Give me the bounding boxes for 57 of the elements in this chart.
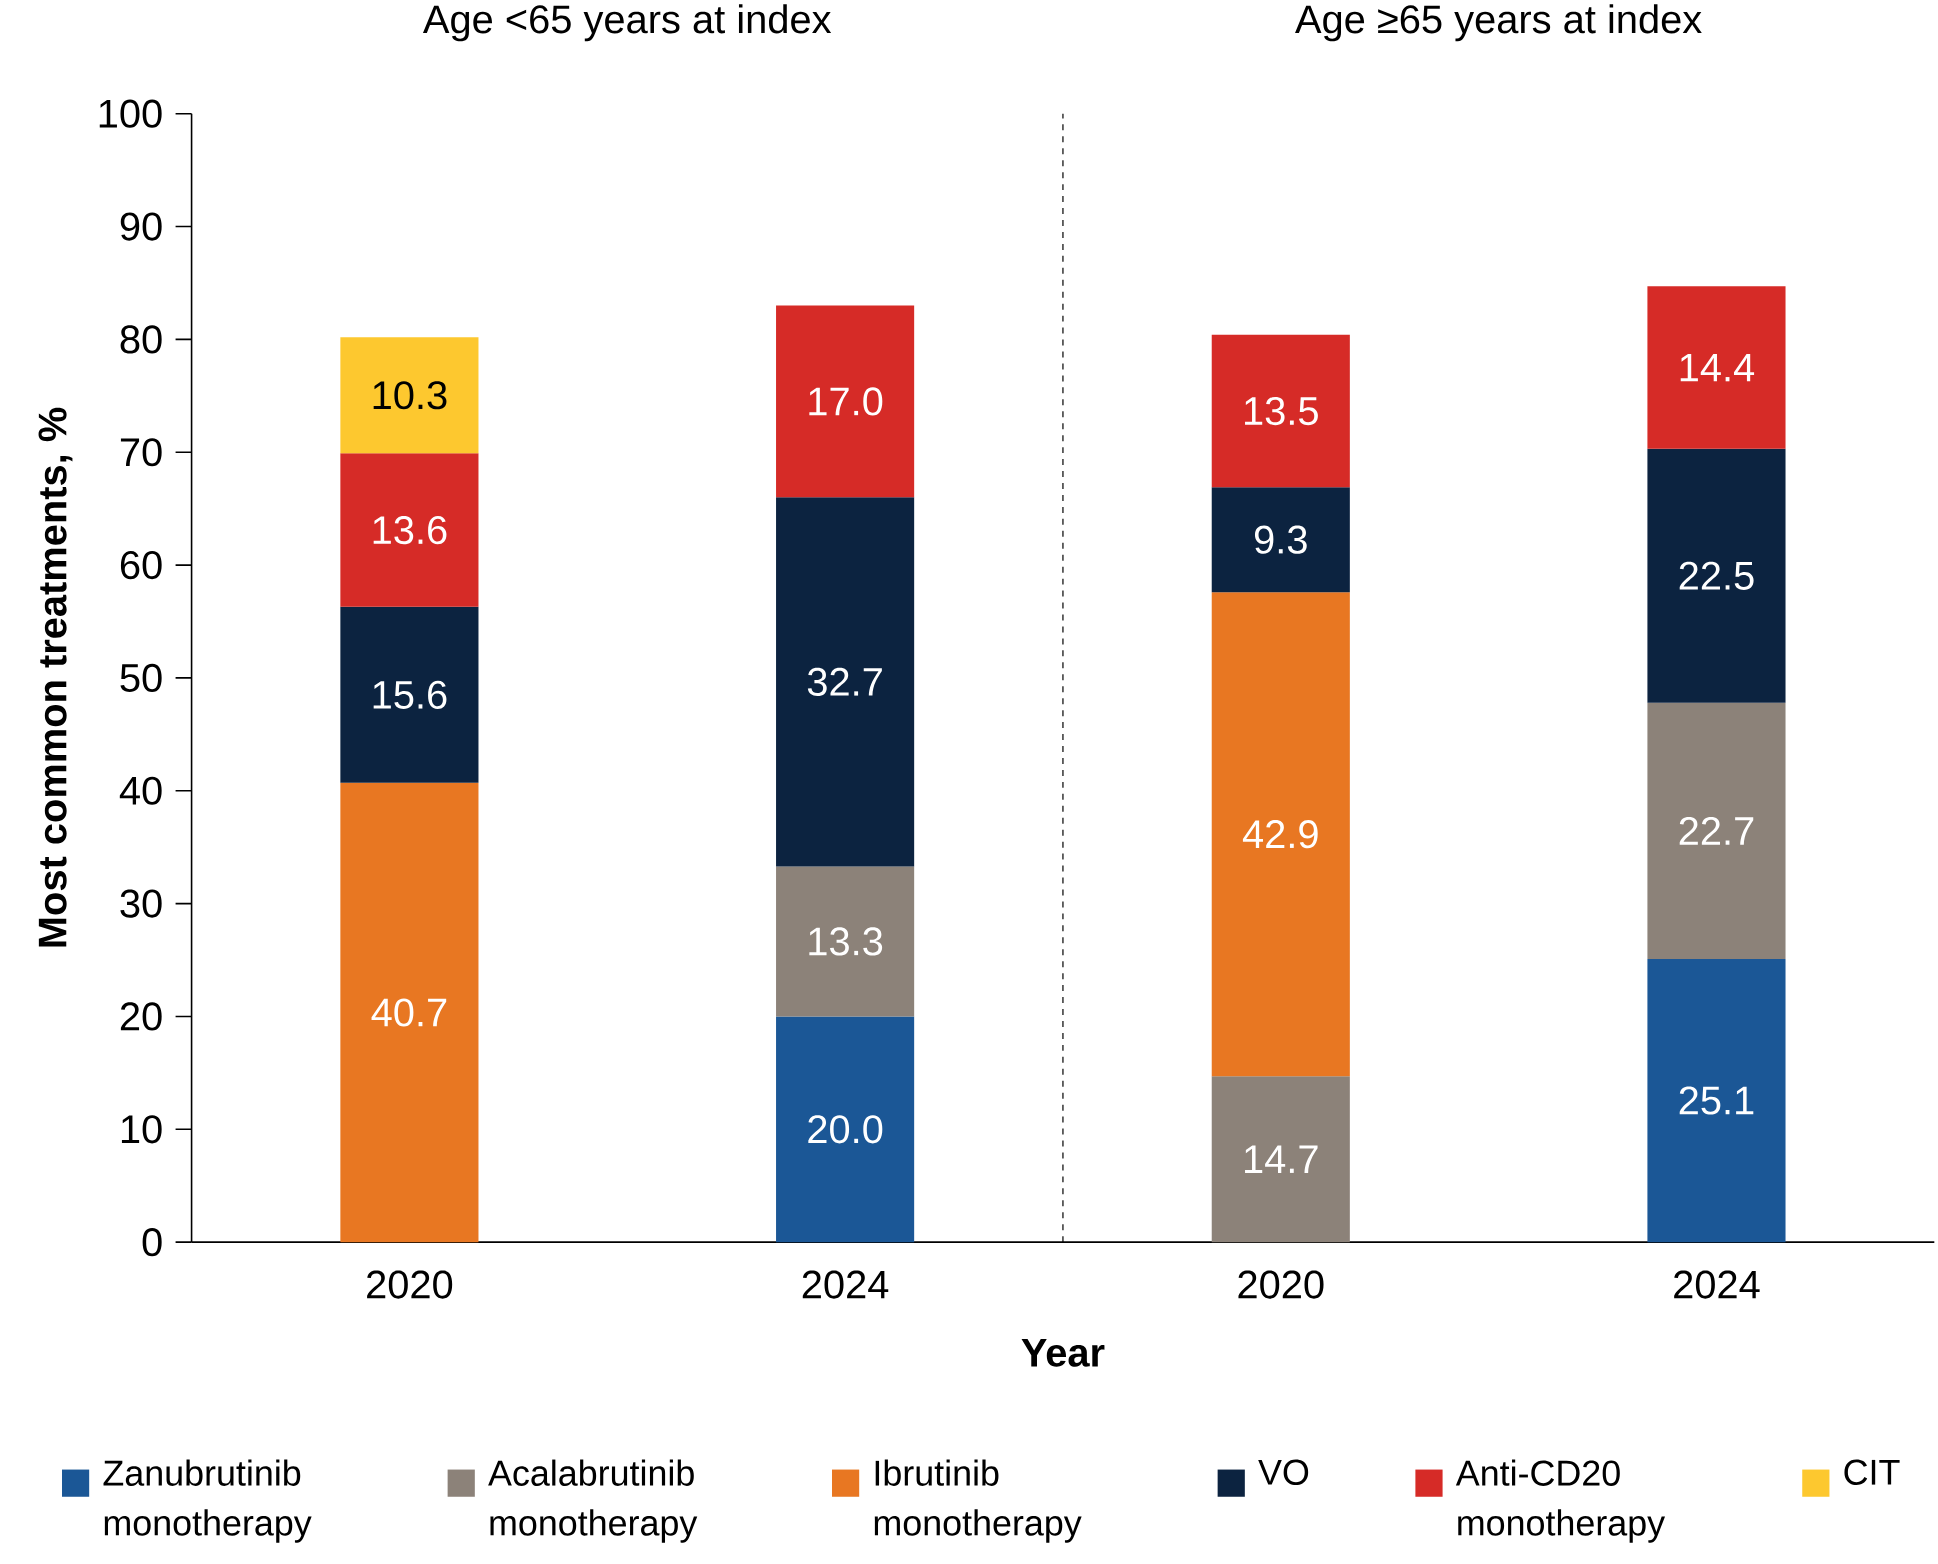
y-tick-label: 10 bbox=[121, 1115, 162, 1144]
data-label: 42.9 bbox=[1242, 820, 1318, 849]
data-label: 20.0 bbox=[808, 1115, 883, 1144]
data-label: 10.3 bbox=[373, 381, 447, 410]
bar bbox=[1211, 592, 1350, 1077]
x-tick-label: 2020 bbox=[1238, 1270, 1324, 1299]
y-axis-title: Most common treatments, % bbox=[38, 408, 73, 947]
legend-label: VO bbox=[1258, 1459, 1309, 1486]
legend-label: Zanubrutinib monotherapy bbox=[103, 1459, 312, 1544]
bar bbox=[1647, 286, 1786, 450]
data-label: 22.5 bbox=[1679, 561, 1754, 591]
legend-label: Anti-CD20 monotherapy bbox=[1455, 1459, 1666, 1544]
x-tick-label: 2024 bbox=[1674, 1270, 1760, 1299]
bar bbox=[340, 607, 479, 784]
legend-label: CIT bbox=[1844, 1459, 1900, 1486]
data-label: 22.7 bbox=[1679, 817, 1754, 845]
bar bbox=[340, 783, 479, 1243]
y-tick-label: 70 bbox=[120, 438, 162, 467]
x-tick-label: 2020 bbox=[367, 1270, 453, 1299]
y-tick-label: 60 bbox=[120, 551, 162, 580]
text: Age <65 years at index bbox=[422, 4, 832, 42]
bar bbox=[1211, 1076, 1350, 1243]
bar bbox=[776, 305, 915, 498]
bar bbox=[1211, 487, 1350, 593]
data-label: 32.7 bbox=[807, 668, 882, 697]
y-tick-label: 40 bbox=[119, 776, 162, 806]
y-tick-label: 0 bbox=[142, 1228, 162, 1257]
x-tick-label: 2024 bbox=[802, 1270, 889, 1299]
data-label: 13.5 bbox=[1245, 397, 1318, 426]
data-label: 40.7 bbox=[371, 998, 447, 1027]
bar bbox=[1647, 449, 1786, 703]
y-tick-label: 30 bbox=[120, 889, 162, 918]
bar bbox=[340, 337, 479, 454]
bar bbox=[340, 453, 479, 608]
bar bbox=[1211, 335, 1350, 488]
legend-label: Acalabrutinib monotherapy bbox=[488, 1459, 698, 1544]
bar bbox=[776, 1016, 915, 1243]
x-axis-title: Year bbox=[1021, 1339, 1105, 1368]
text: Age ≥65 years at index bbox=[1295, 4, 1702, 42]
y-tick-label: 80 bbox=[120, 325, 162, 354]
legend-label: Ibrutinib monotherapy bbox=[874, 1459, 1082, 1544]
y-tick-label: 90 bbox=[120, 212, 162, 241]
data-label: 9.3 bbox=[1254, 525, 1307, 555]
data-label: 17.0 bbox=[809, 387, 883, 416]
data-label: 13.6 bbox=[373, 516, 447, 545]
y-tick-label: 100 bbox=[99, 99, 162, 129]
bar bbox=[776, 497, 915, 867]
bar bbox=[776, 866, 915, 1017]
y-tick-label: 20 bbox=[120, 1002, 162, 1031]
bar bbox=[1647, 703, 1786, 960]
bar bbox=[1647, 959, 1786, 1243]
data-label: 14.7 bbox=[1245, 1145, 1318, 1174]
data-label: 25.1 bbox=[1679, 1086, 1754, 1115]
y-tick-label: 50 bbox=[120, 664, 162, 693]
data-label: 15.6 bbox=[373, 681, 447, 710]
data-label: 14.4 bbox=[1680, 354, 1755, 382]
data-label: 13.3 bbox=[809, 927, 883, 956]
